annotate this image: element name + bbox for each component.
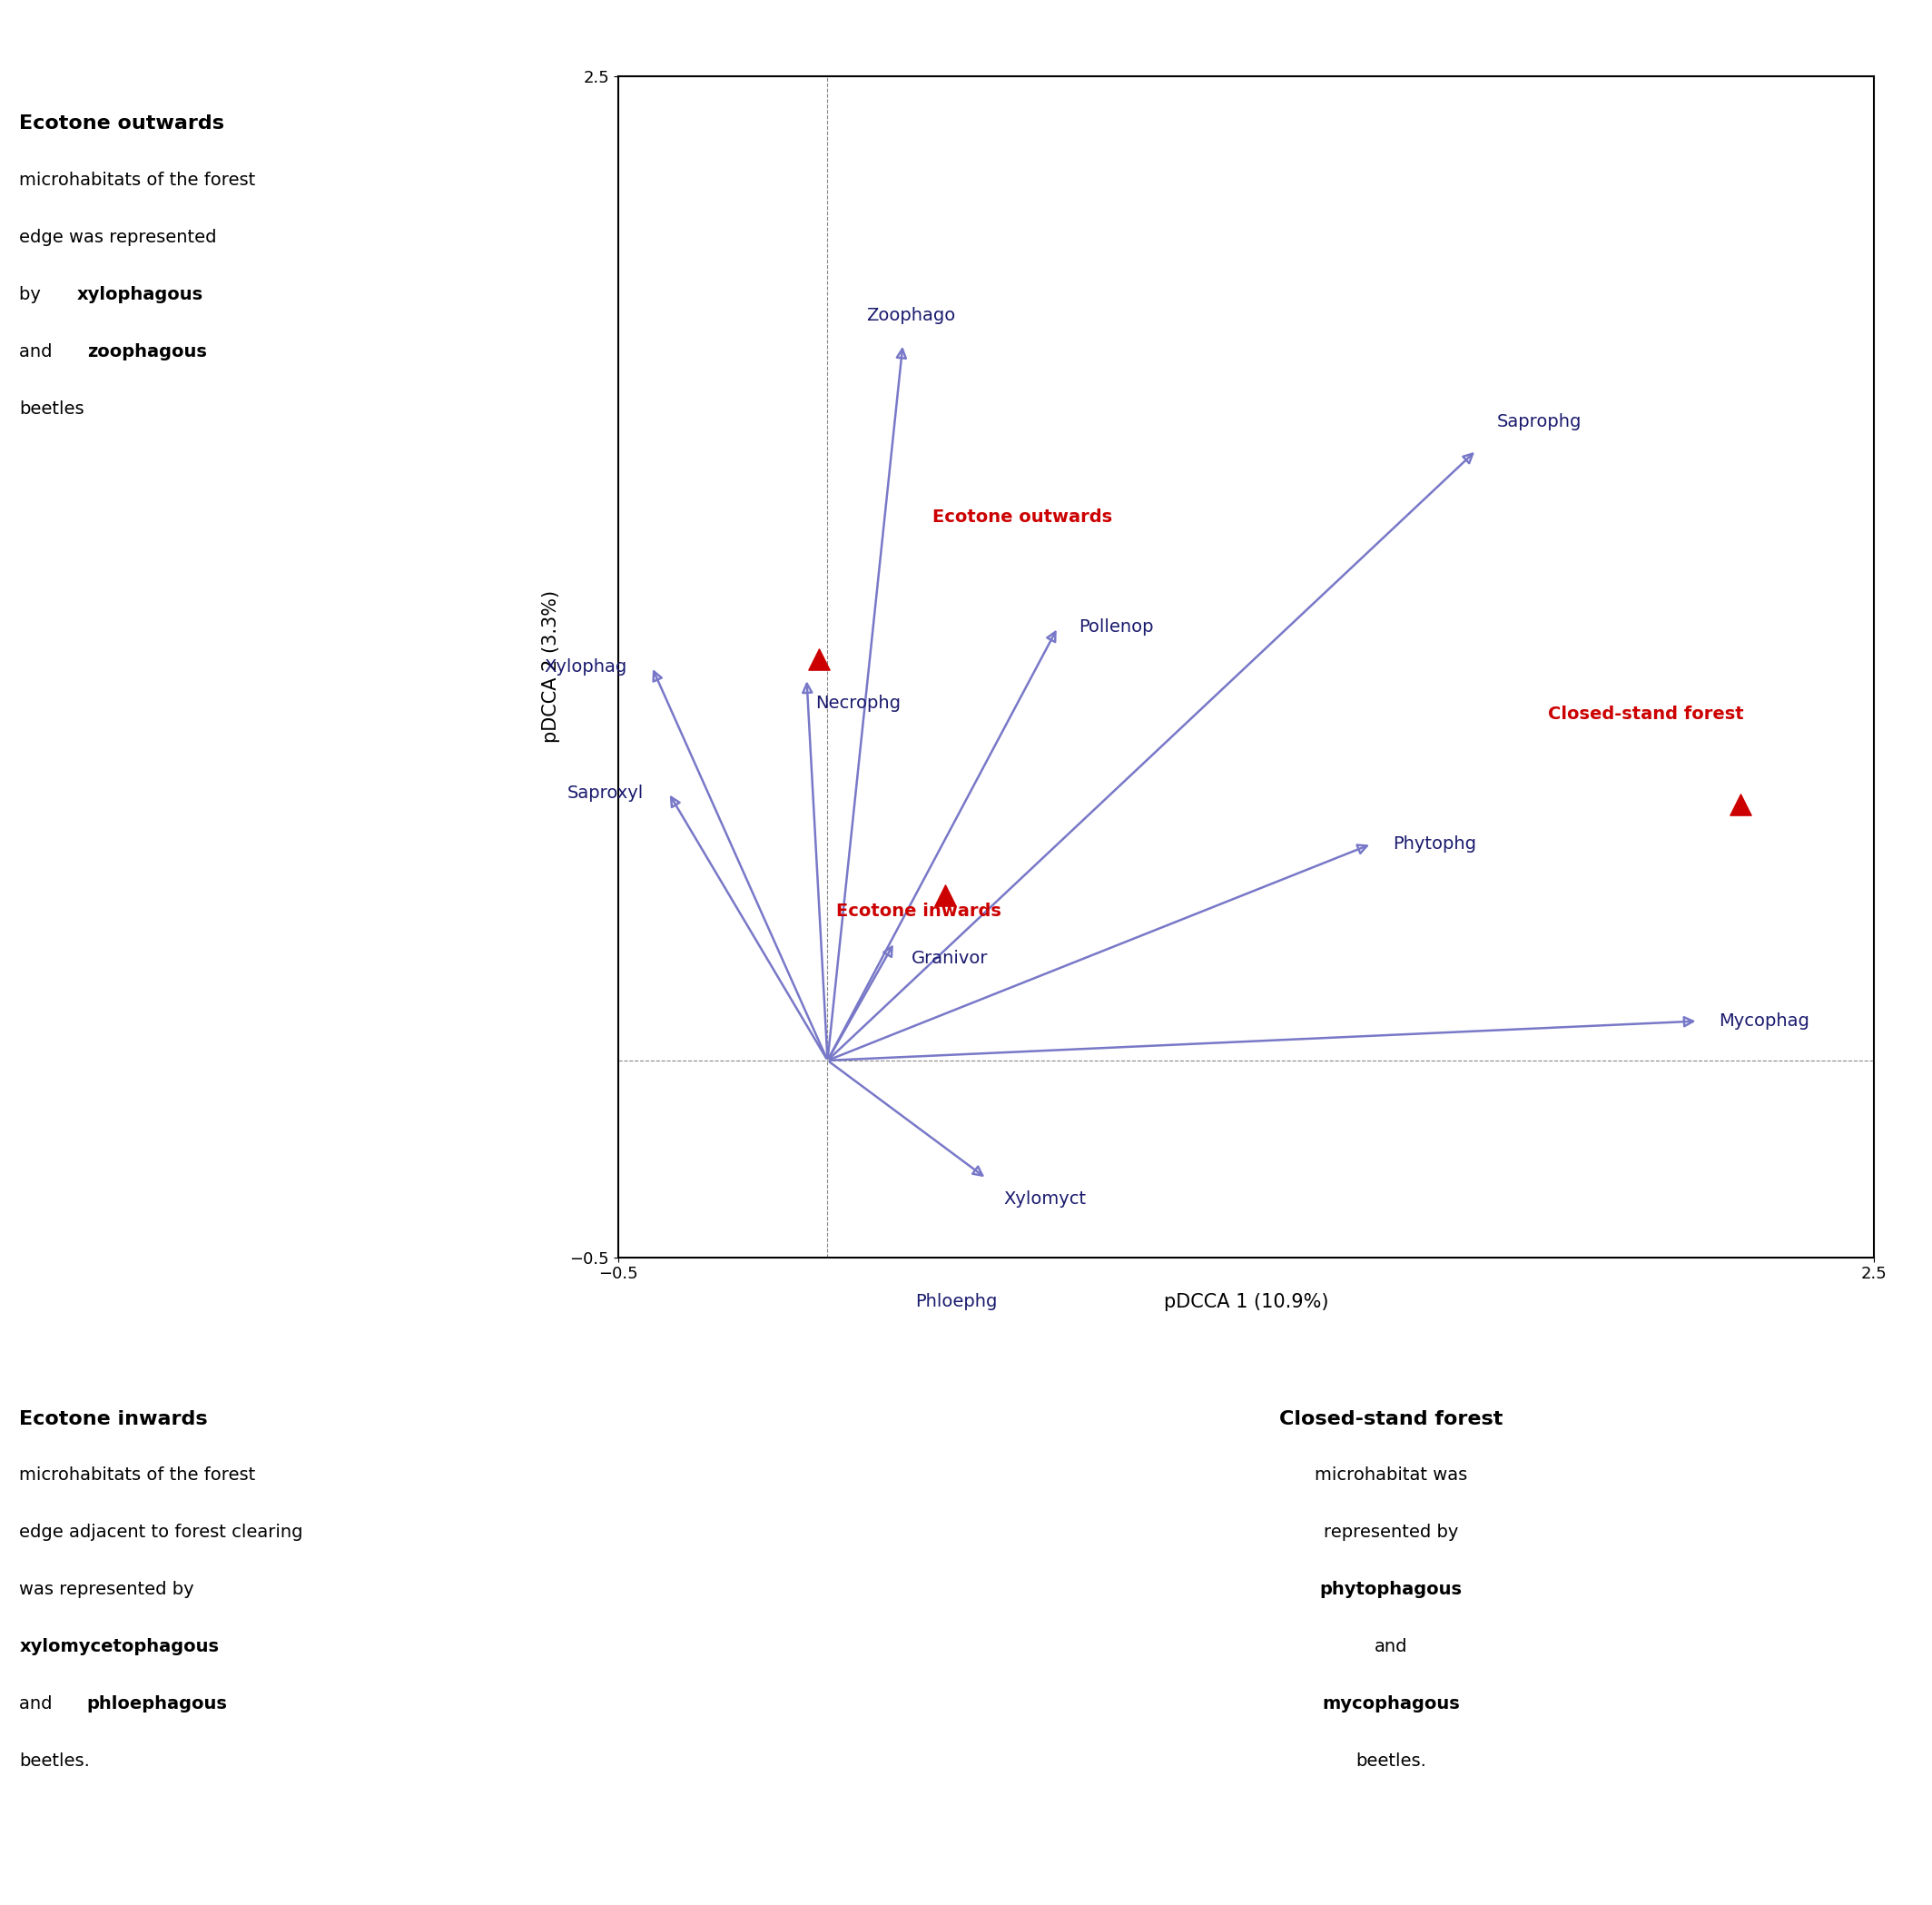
Text: Saprophg: Saprophg bbox=[1497, 413, 1582, 431]
Text: phloephagous: phloephagous bbox=[87, 1695, 228, 1713]
Text: zoophagous: zoophagous bbox=[87, 343, 207, 360]
Text: beetles.: beetles. bbox=[19, 1753, 91, 1770]
Y-axis label: pDCCA 2 (3.3%): pDCCA 2 (3.3%) bbox=[541, 591, 560, 743]
Text: edge adjacent to forest clearing: edge adjacent to forest clearing bbox=[19, 1524, 303, 1541]
Text: Ecotone inwards: Ecotone inwards bbox=[837, 903, 1001, 920]
Text: Saproxyl: Saproxyl bbox=[566, 785, 643, 802]
Text: edge was represented: edge was represented bbox=[19, 229, 216, 246]
Text: Closed-stand forest: Closed-stand forest bbox=[1548, 705, 1743, 722]
Text: xylomycetophagous: xylomycetophagous bbox=[19, 1638, 218, 1655]
Text: beetles.: beetles. bbox=[1356, 1753, 1426, 1770]
Text: microhabitats of the forest: microhabitats of the forest bbox=[19, 171, 255, 189]
Point bbox=[804, 644, 835, 674]
Point bbox=[929, 880, 960, 911]
Text: and: and bbox=[19, 343, 58, 360]
Text: microhabitats of the forest: microhabitats of the forest bbox=[19, 1467, 255, 1484]
Text: and: and bbox=[1374, 1638, 1408, 1655]
Text: Ecotone outwards: Ecotone outwards bbox=[931, 509, 1113, 526]
Text: Closed-stand forest: Closed-stand forest bbox=[1279, 1410, 1503, 1429]
Text: phytophagous: phytophagous bbox=[1320, 1581, 1463, 1598]
Text: Phloephg: Phloephg bbox=[916, 1293, 997, 1311]
Text: Pollenop: Pollenop bbox=[1078, 619, 1153, 636]
Text: Xylomyct: Xylomyct bbox=[1003, 1191, 1086, 1208]
Text: represented by: represented by bbox=[1323, 1524, 1459, 1541]
Text: Necrophg: Necrophg bbox=[815, 693, 900, 712]
X-axis label: pDCCA 1 (10.9%): pDCCA 1 (10.9%) bbox=[1163, 1293, 1329, 1311]
Point bbox=[1725, 789, 1756, 819]
Text: and: and bbox=[19, 1695, 58, 1713]
Text: by: by bbox=[19, 286, 46, 303]
Text: Granivor: Granivor bbox=[912, 951, 987, 968]
Text: was represented by: was represented by bbox=[19, 1581, 195, 1598]
Text: Mycophag: Mycophag bbox=[1719, 1012, 1810, 1031]
Text: Ecotone inwards: Ecotone inwards bbox=[19, 1410, 209, 1429]
Text: mycophagous: mycophagous bbox=[1321, 1695, 1461, 1713]
Text: beetles: beetles bbox=[19, 400, 85, 417]
Text: Phytophg: Phytophg bbox=[1393, 834, 1476, 853]
Text: Ecotone outwards: Ecotone outwards bbox=[19, 114, 224, 133]
Text: xylophagous: xylophagous bbox=[77, 286, 203, 303]
Text: Zoophago: Zoophago bbox=[867, 307, 956, 324]
Text: Xylophag: Xylophag bbox=[543, 657, 626, 676]
Text: microhabitat was: microhabitat was bbox=[1314, 1467, 1468, 1484]
